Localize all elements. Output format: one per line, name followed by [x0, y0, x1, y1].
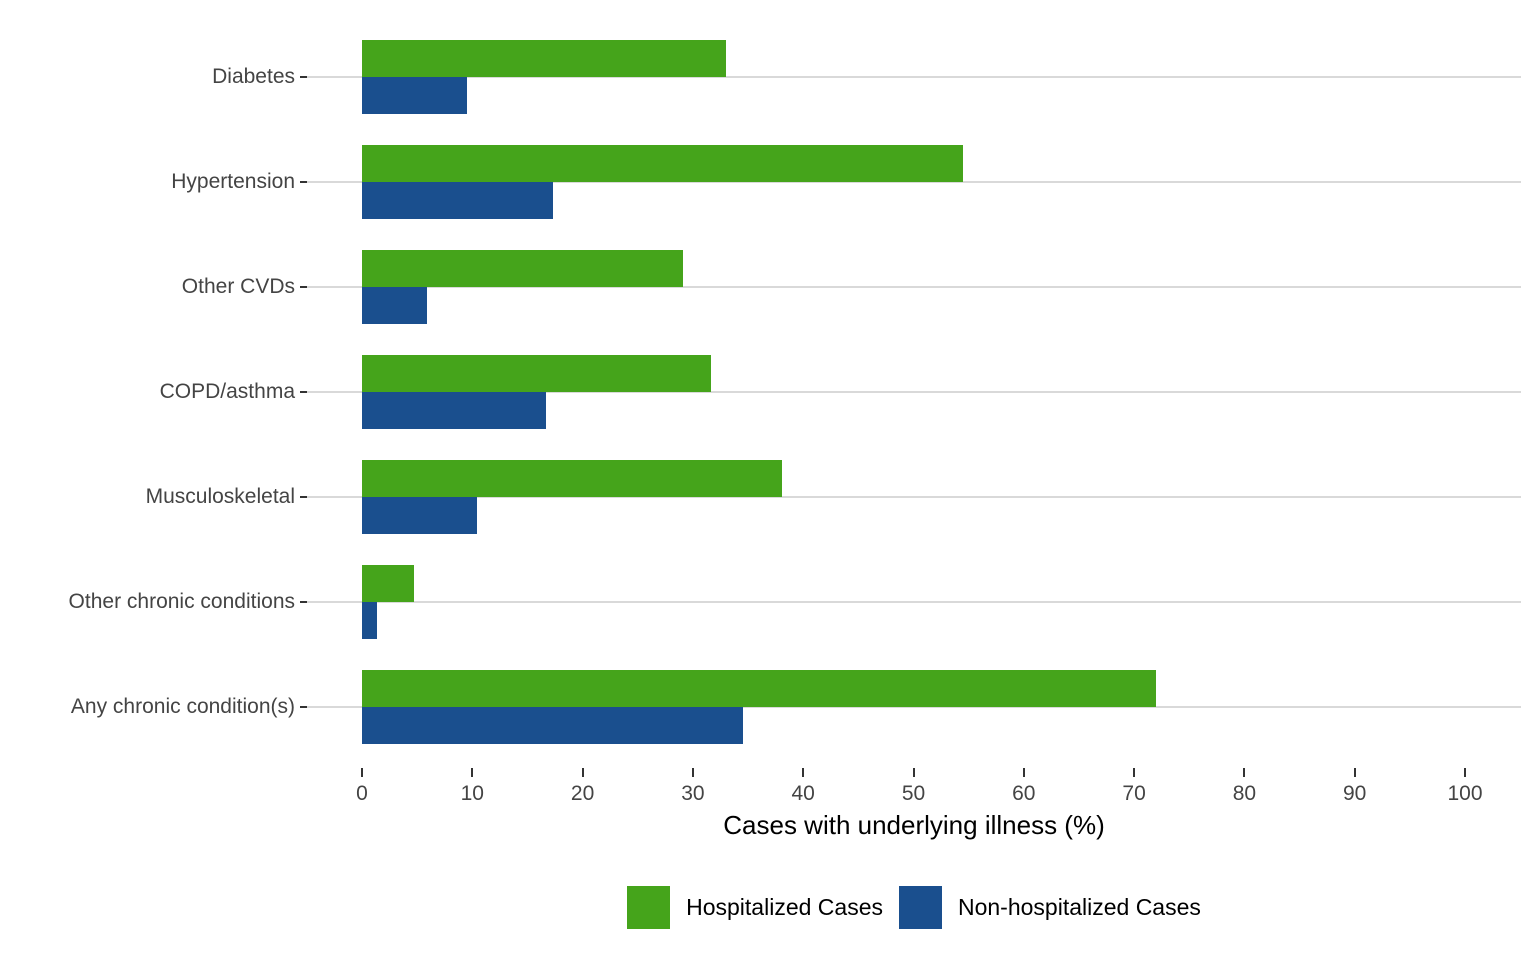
x-tick-20 [581, 768, 584, 777]
x-tick-40 [802, 768, 805, 777]
legend-swatch-hospitalized [627, 885, 671, 929]
bar-hospitalized-cases-musculoskeletal [362, 460, 782, 497]
x-tick-70 [1133, 768, 1136, 777]
legend: Hospitalized Cases Non-hospitalized Case… [307, 884, 1521, 930]
gridline-other-chronic-conditions [307, 601, 1521, 603]
x-tick-label-100: 100 [1447, 782, 1483, 805]
x-tick-label-90: 90 [1343, 782, 1367, 805]
x-tick-0 [361, 768, 363, 777]
x-tick-60 [1022, 768, 1025, 777]
gridline-diabetes [307, 76, 1521, 78]
bar-hospitalized-cases-copd-asthma [362, 355, 711, 392]
x-tick-30 [691, 768, 694, 777]
y-axis-label-copd-asthma: COPD/asthma [159, 380, 295, 403]
plot-panel [307, 15, 1521, 765]
bar-non-hospitalized-cases-hypertension [362, 182, 553, 219]
bar-non-hospitalized-cases-diabetes [362, 77, 467, 114]
x-tick-label-80: 80 [1232, 782, 1257, 805]
bar-hospitalized-cases-diabetes [362, 40, 726, 77]
y-axis-label-other-cvds: Other CVDs [181, 275, 295, 298]
bar-hospitalized-cases-other-cvds [362, 250, 683, 287]
y-tick-copd-asthma [300, 391, 307, 393]
x-tick-label-40: 40 [791, 782, 815, 805]
gridline-copd-asthma [307, 391, 1521, 393]
x-tick-label-70: 70 [1122, 782, 1146, 805]
bar-non-hospitalized-cases-copd-asthma [362, 392, 546, 429]
y-tick-musculoskeletal [300, 496, 307, 498]
x-tick-50 [912, 768, 915, 777]
gridline-other-cvds [307, 286, 1521, 288]
bar-hospitalized-cases-other-chronic-conditions [362, 565, 414, 602]
bar-hospitalized-cases-hypertension [362, 145, 963, 182]
y-axis-label-other-chronic-conditions: Other chronic conditions [68, 590, 295, 613]
y-tick-other-chronic-conditions [300, 601, 307, 603]
x-tick-90 [1353, 768, 1356, 777]
y-axis-label-musculoskeletal: Musculoskeletal [145, 485, 295, 508]
x-tick-80 [1243, 768, 1246, 777]
x-tick-label-20: 20 [570, 782, 595, 805]
x-tick-100 [1464, 768, 1466, 777]
x-tick-label-0: 0 [356, 782, 368, 805]
x-axis-title: Cases with underlying illness (%) [723, 810, 1105, 840]
y-tick-any-chronic-condition-s [300, 706, 307, 708]
x-tick-10 [471, 768, 474, 777]
x-tick-label-60: 60 [1012, 782, 1036, 805]
y-tick-hypertension [300, 181, 307, 183]
x-tick-label-30: 30 [681, 782, 705, 805]
y-tick-other-cvds [300, 286, 307, 288]
gridline-musculoskeletal [307, 496, 1521, 498]
legend-label-hospitalized: Hospitalized Cases [686, 893, 883, 920]
gridline-hypertension [307, 181, 1521, 183]
y-axis-label-any-chronic-condition-s: Any chronic condition(s) [70, 695, 295, 718]
y-axis-label-diabetes: Diabetes [212, 65, 295, 88]
bar-hospitalized-cases-any-chronic-condition-s [362, 670, 1156, 707]
bar-non-hospitalized-cases-other-cvds [362, 287, 427, 324]
y-axis-label-hypertension: Hypertension [171, 170, 295, 193]
y-tick-diabetes [300, 76, 307, 78]
bar-non-hospitalized-cases-other-chronic-conditions [362, 602, 377, 639]
gridline-any-chronic-condition-s [307, 706, 1521, 708]
bar-non-hospitalized-cases-any-chronic-condition-s [362, 707, 743, 744]
legend-label-non-hospitalized: Non-hospitalized Cases [957, 893, 1201, 920]
x-tick-label-10: 10 [460, 782, 484, 805]
bar-non-hospitalized-cases-musculoskeletal [362, 497, 477, 534]
x-tick-label-50: 50 [901, 782, 926, 805]
legend-swatch-non-hospitalized [898, 885, 942, 929]
